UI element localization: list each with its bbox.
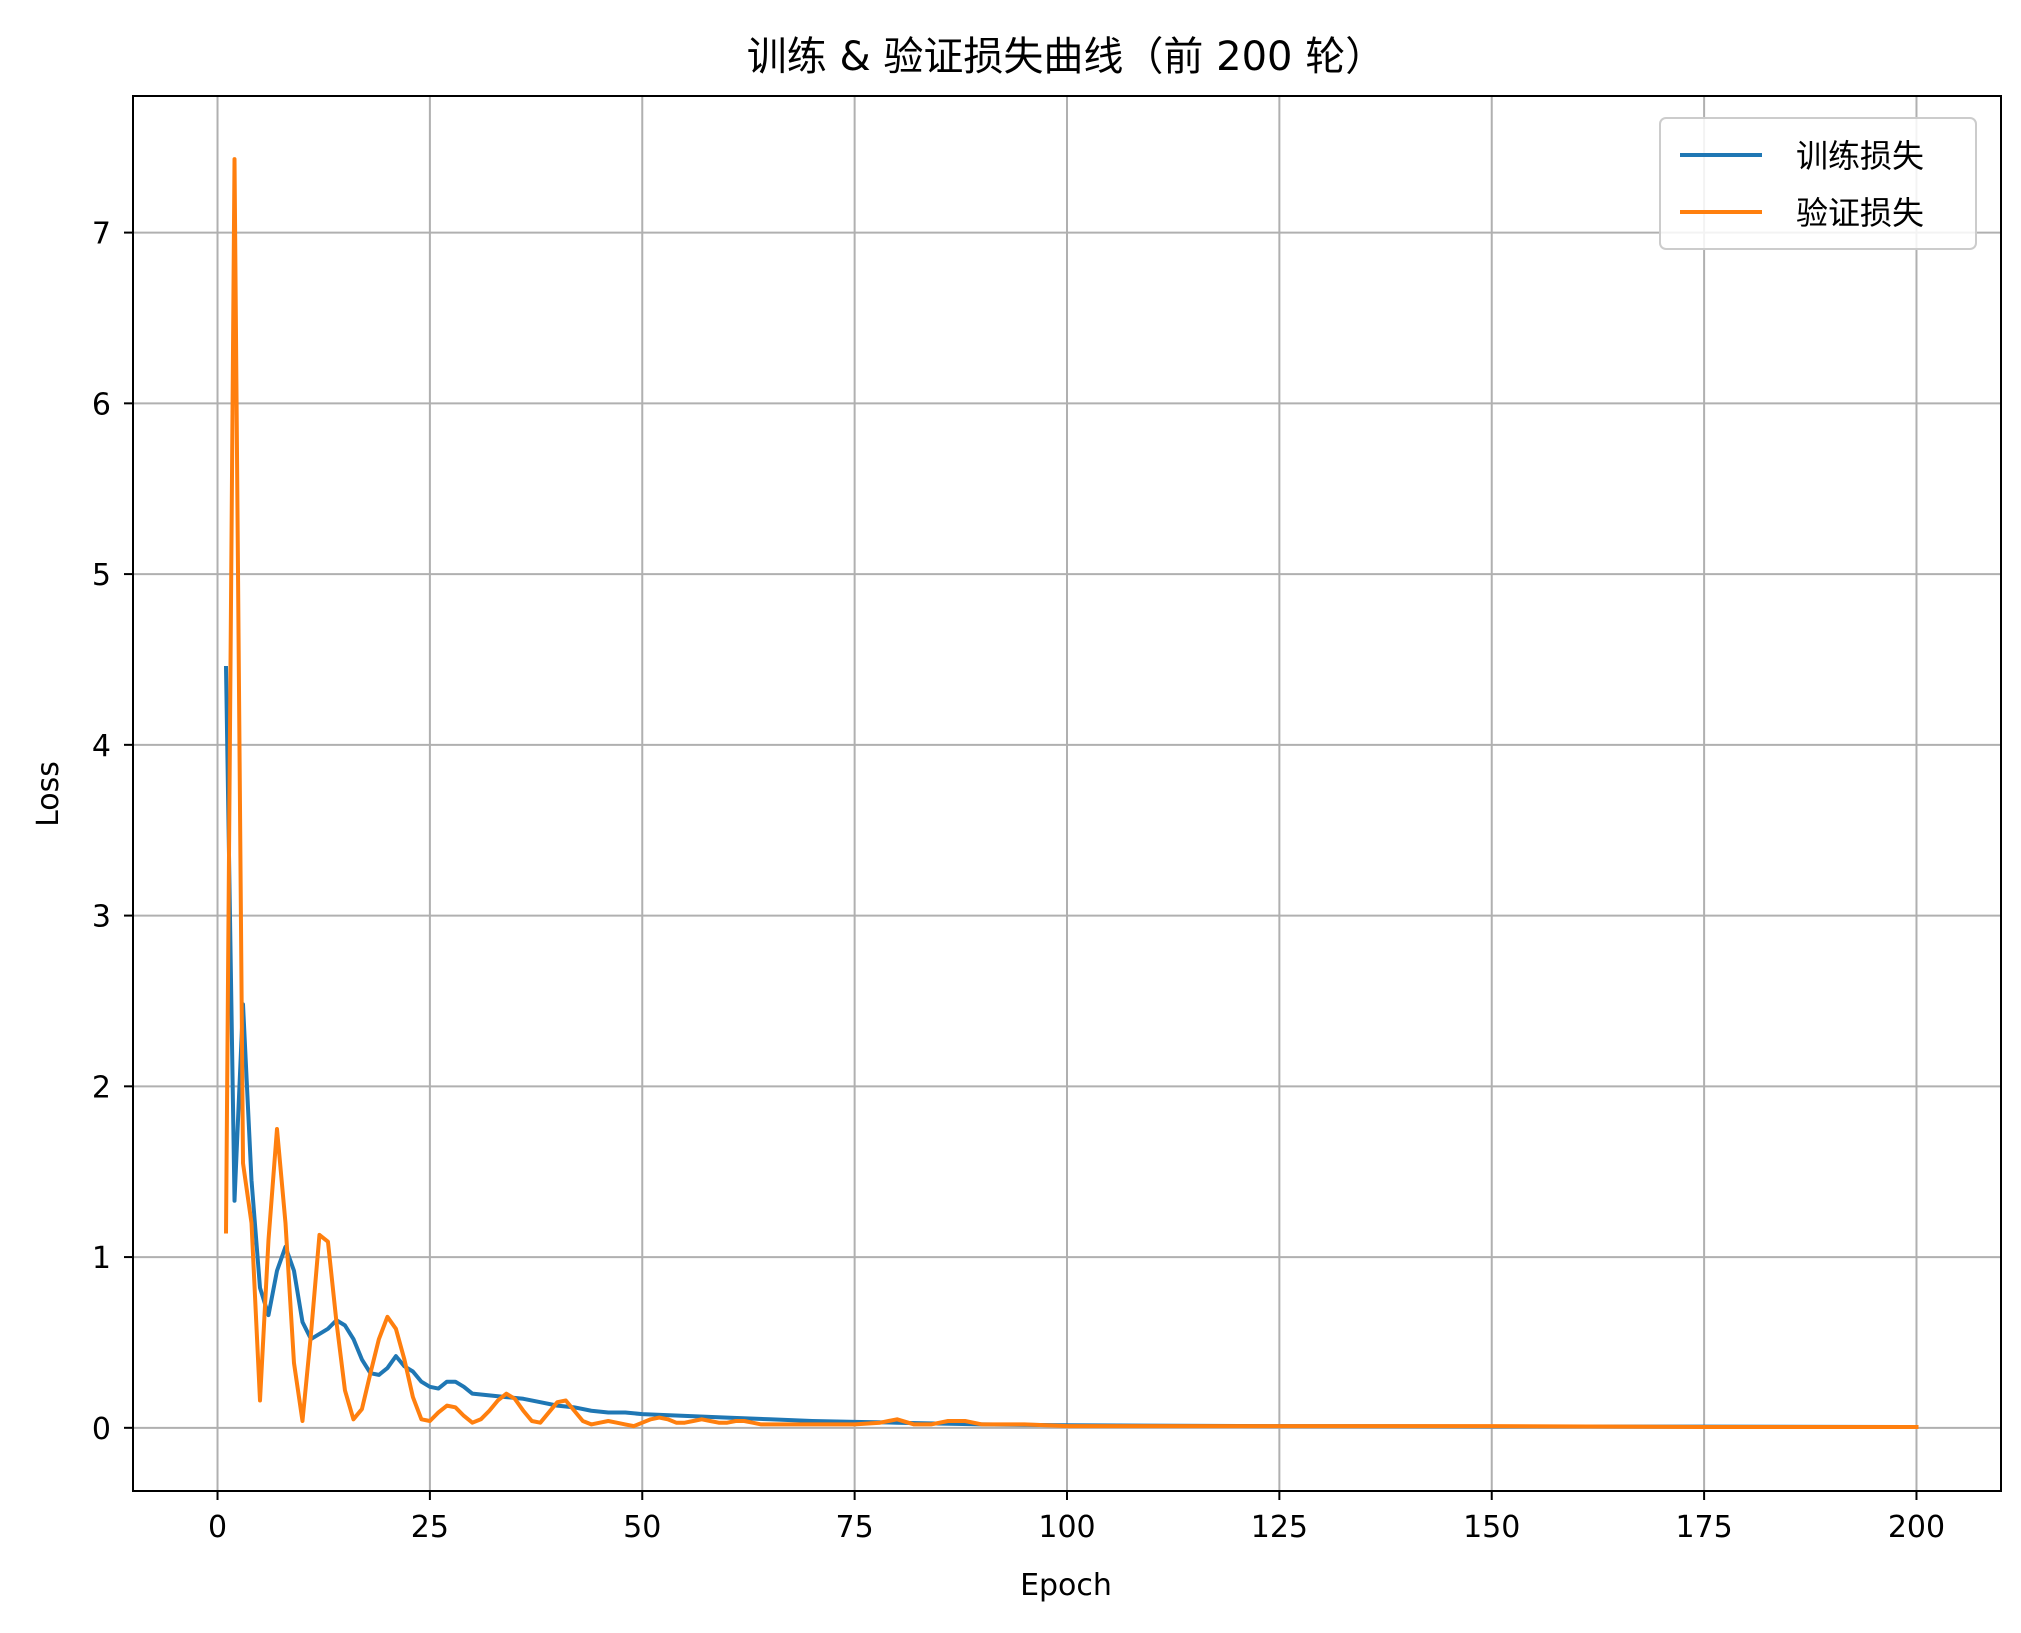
legend-box <box>1659 117 1977 250</box>
x-tick-label: 50 <box>623 1510 661 1545</box>
legend-label-val: 验证损失 <box>1796 194 1924 232</box>
chart-title: 训练 & 验证损失曲线（前 200 轮） <box>747 34 1385 80</box>
val-loss-line <box>224 157 1919 1429</box>
y-tick-label: 2 <box>92 1070 111 1105</box>
y-tick-label: 3 <box>92 900 111 935</box>
y-tick-label: 7 <box>92 217 111 252</box>
x-tick-label: 200 <box>1888 1510 1945 1545</box>
y-tick-label: 6 <box>92 387 111 422</box>
y-tick-label: 4 <box>92 729 111 764</box>
x-tick-label: 100 <box>1038 1510 1095 1545</box>
x-tick-label: 125 <box>1251 1510 1308 1545</box>
y-axis-title: Loss <box>31 761 66 827</box>
y-tick-label: 1 <box>92 1241 111 1276</box>
x-tick-label: 150 <box>1463 1510 1520 1545</box>
x-tick-label: 25 <box>411 1510 449 1545</box>
y-tick-label: 5 <box>92 558 111 593</box>
x-tick-label: 0 <box>208 1510 227 1545</box>
legend-label-train: 训练损失 <box>1796 137 1924 175</box>
x-tick-label: 75 <box>836 1510 874 1545</box>
x-axis-title: Epoch <box>1020 1568 1112 1603</box>
series-layer <box>223 157 1919 1429</box>
y-tick-label: 0 <box>92 1412 111 1447</box>
train-loss-line <box>223 665 1919 1429</box>
x-tick-label: 175 <box>1675 1510 1732 1545</box>
legend: 训练损失 验证损失 <box>1659 117 1977 250</box>
tick-layer: 0 25 50 75 100 125 150 175 200 0 1 2 3 4 5 6 7 <box>92 217 1945 1545</box>
